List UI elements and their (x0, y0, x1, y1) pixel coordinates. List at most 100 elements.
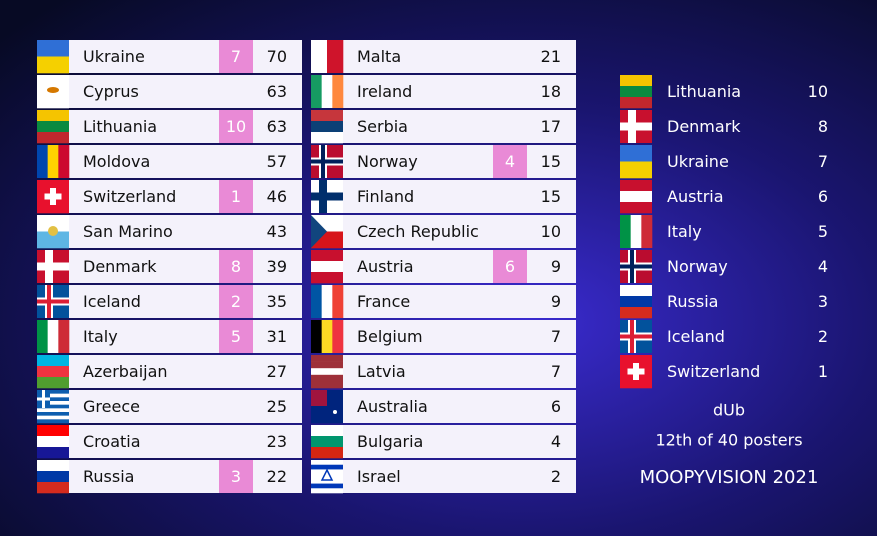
total-score: 27 (267, 362, 287, 381)
total-score: 57 (267, 152, 287, 171)
row-background (311, 390, 576, 423)
flag-stripe (37, 415, 69, 420)
points-given: 4 (505, 152, 515, 171)
flag-stripe (58, 320, 70, 353)
flag-stripe (47, 320, 59, 353)
row-background (37, 425, 302, 458)
flag (37, 425, 69, 459)
flag-stripe (311, 469, 343, 475)
voter-name: dUb (713, 401, 745, 420)
row-background (311, 250, 576, 283)
points-awarded: 8 (818, 117, 828, 136)
country-name: Switzerland (667, 362, 760, 381)
flag-stripe (311, 272, 343, 284)
flag-stripe (620, 296, 652, 308)
total-score: 2 (551, 467, 561, 486)
flag (37, 390, 69, 424)
total-score: 9 (551, 292, 561, 311)
flag-stripe (37, 436, 69, 448)
country-name: Czech Republic (357, 222, 479, 241)
row-background (37, 110, 302, 143)
country-name: Australia (357, 397, 428, 416)
row-background (311, 215, 576, 248)
points-given: 3 (231, 467, 241, 486)
flag (311, 40, 344, 73)
flag-stripe (311, 425, 343, 437)
flag-cross (44, 193, 62, 200)
country-name: Azerbaijan (83, 362, 168, 381)
country-name: Austria (357, 257, 414, 276)
flag-star (320, 468, 334, 481)
total-score: 15 (541, 152, 561, 171)
flag-stripe (37, 419, 69, 424)
row-background (37, 180, 302, 213)
flag-canton (311, 390, 327, 406)
flag-stripe (332, 285, 344, 318)
flag-stripe (37, 377, 69, 389)
flag-stripe (37, 471, 69, 483)
flag (620, 180, 652, 214)
points-awarded: 7 (818, 152, 828, 171)
flag (311, 460, 343, 494)
points-box (219, 320, 253, 353)
flag-stripe (311, 355, 343, 362)
flag-stripe (37, 231, 69, 249)
row-background (37, 250, 302, 283)
row-background (37, 460, 302, 493)
points-awarded: 6 (818, 187, 828, 206)
flag (620, 285, 652, 319)
flag-stripe (37, 482, 69, 494)
flag (311, 145, 343, 178)
points-given: 10 (226, 117, 246, 136)
flag-stripe (311, 361, 343, 369)
country-name: Bulgaria (357, 432, 423, 451)
flag-cross (311, 159, 343, 164)
flag-stripe (37, 366, 69, 378)
flag-stripe (311, 368, 343, 376)
flag (37, 250, 69, 283)
total-score: 63 (267, 82, 287, 101)
flag (311, 425, 343, 459)
flag (620, 250, 652, 283)
total-score: 23 (267, 432, 287, 451)
total-score: 6 (551, 397, 561, 416)
row-background (37, 390, 302, 423)
flag (37, 355, 69, 389)
row-background (311, 285, 576, 318)
flag (37, 180, 69, 214)
row-background (311, 320, 576, 353)
row-background (311, 110, 576, 143)
flag-stripe (620, 202, 652, 214)
total-score: 7 (551, 362, 561, 381)
total-score: 7 (551, 327, 561, 346)
flag-stripe (620, 97, 652, 109)
country-name: Croatia (83, 432, 141, 451)
country-name: Serbia (357, 117, 408, 136)
flag-stripe (37, 404, 69, 409)
country-name: Russia (667, 292, 718, 311)
flag (311, 110, 343, 144)
flag-stripe (620, 145, 652, 162)
flag-stripe (47, 145, 59, 178)
flag-stripe (620, 307, 652, 319)
country-name: Ukraine (83, 47, 145, 66)
flag-cross (37, 262, 69, 271)
country-name: France (357, 292, 410, 311)
flag-stripe (311, 132, 343, 144)
points-box (493, 145, 527, 178)
row-background (311, 425, 576, 458)
flag-stripe (620, 215, 631, 248)
flag-stripe (311, 261, 343, 273)
flag-stripe (620, 75, 652, 87)
flag-stripe (620, 191, 652, 203)
total-score: 25 (267, 397, 287, 416)
flag-cross (620, 122, 652, 131)
flag-stripe (620, 161, 652, 179)
flag (620, 215, 653, 248)
flag-stripe (37, 447, 69, 459)
flag-stripe (311, 121, 343, 133)
flag-stripe (37, 40, 69, 57)
points-awarded: 3 (818, 292, 828, 311)
flag-stripe (620, 285, 652, 297)
